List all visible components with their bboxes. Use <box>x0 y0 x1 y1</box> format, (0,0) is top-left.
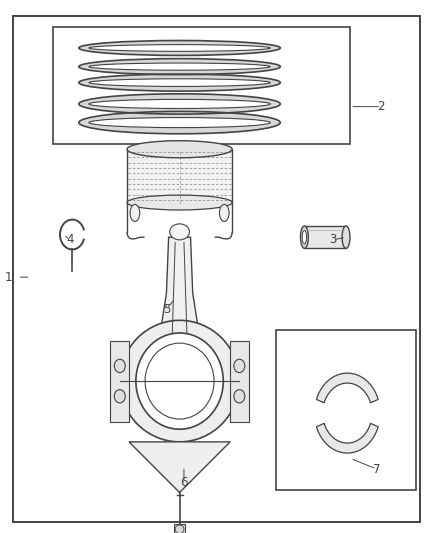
Ellipse shape <box>136 333 223 429</box>
Polygon shape <box>129 442 230 492</box>
Polygon shape <box>317 373 378 403</box>
Ellipse shape <box>219 204 229 222</box>
Bar <box>110 341 129 422</box>
Ellipse shape <box>79 111 280 134</box>
Ellipse shape <box>127 195 232 210</box>
Text: 6: 6 <box>180 476 188 489</box>
Ellipse shape <box>234 359 245 373</box>
Bar <box>174 524 185 533</box>
Bar <box>276 330 416 490</box>
Ellipse shape <box>89 118 270 127</box>
Ellipse shape <box>127 141 232 158</box>
Bar <box>304 226 346 248</box>
Ellipse shape <box>302 230 307 244</box>
Ellipse shape <box>114 390 125 403</box>
Ellipse shape <box>170 224 189 240</box>
Text: 1: 1 <box>5 271 13 284</box>
Polygon shape <box>317 423 378 453</box>
Ellipse shape <box>89 79 270 86</box>
Ellipse shape <box>79 74 280 91</box>
Ellipse shape <box>79 41 280 55</box>
Ellipse shape <box>120 320 239 442</box>
Text: 7: 7 <box>373 463 381 475</box>
Polygon shape <box>158 237 201 349</box>
Ellipse shape <box>234 390 245 403</box>
Text: 3: 3 <box>329 233 336 246</box>
Text: 4: 4 <box>66 233 74 246</box>
Ellipse shape <box>342 226 350 248</box>
Text: 5: 5 <box>163 303 170 316</box>
Ellipse shape <box>130 204 140 222</box>
Bar <box>230 341 249 422</box>
Text: 2: 2 <box>377 100 385 113</box>
Bar <box>127 149 232 203</box>
Ellipse shape <box>89 63 270 70</box>
Ellipse shape <box>89 45 270 51</box>
Ellipse shape <box>89 99 270 109</box>
Ellipse shape <box>300 226 308 248</box>
Ellipse shape <box>79 59 280 75</box>
Ellipse shape <box>79 94 280 114</box>
Ellipse shape <box>114 359 125 373</box>
Bar <box>53 27 350 144</box>
